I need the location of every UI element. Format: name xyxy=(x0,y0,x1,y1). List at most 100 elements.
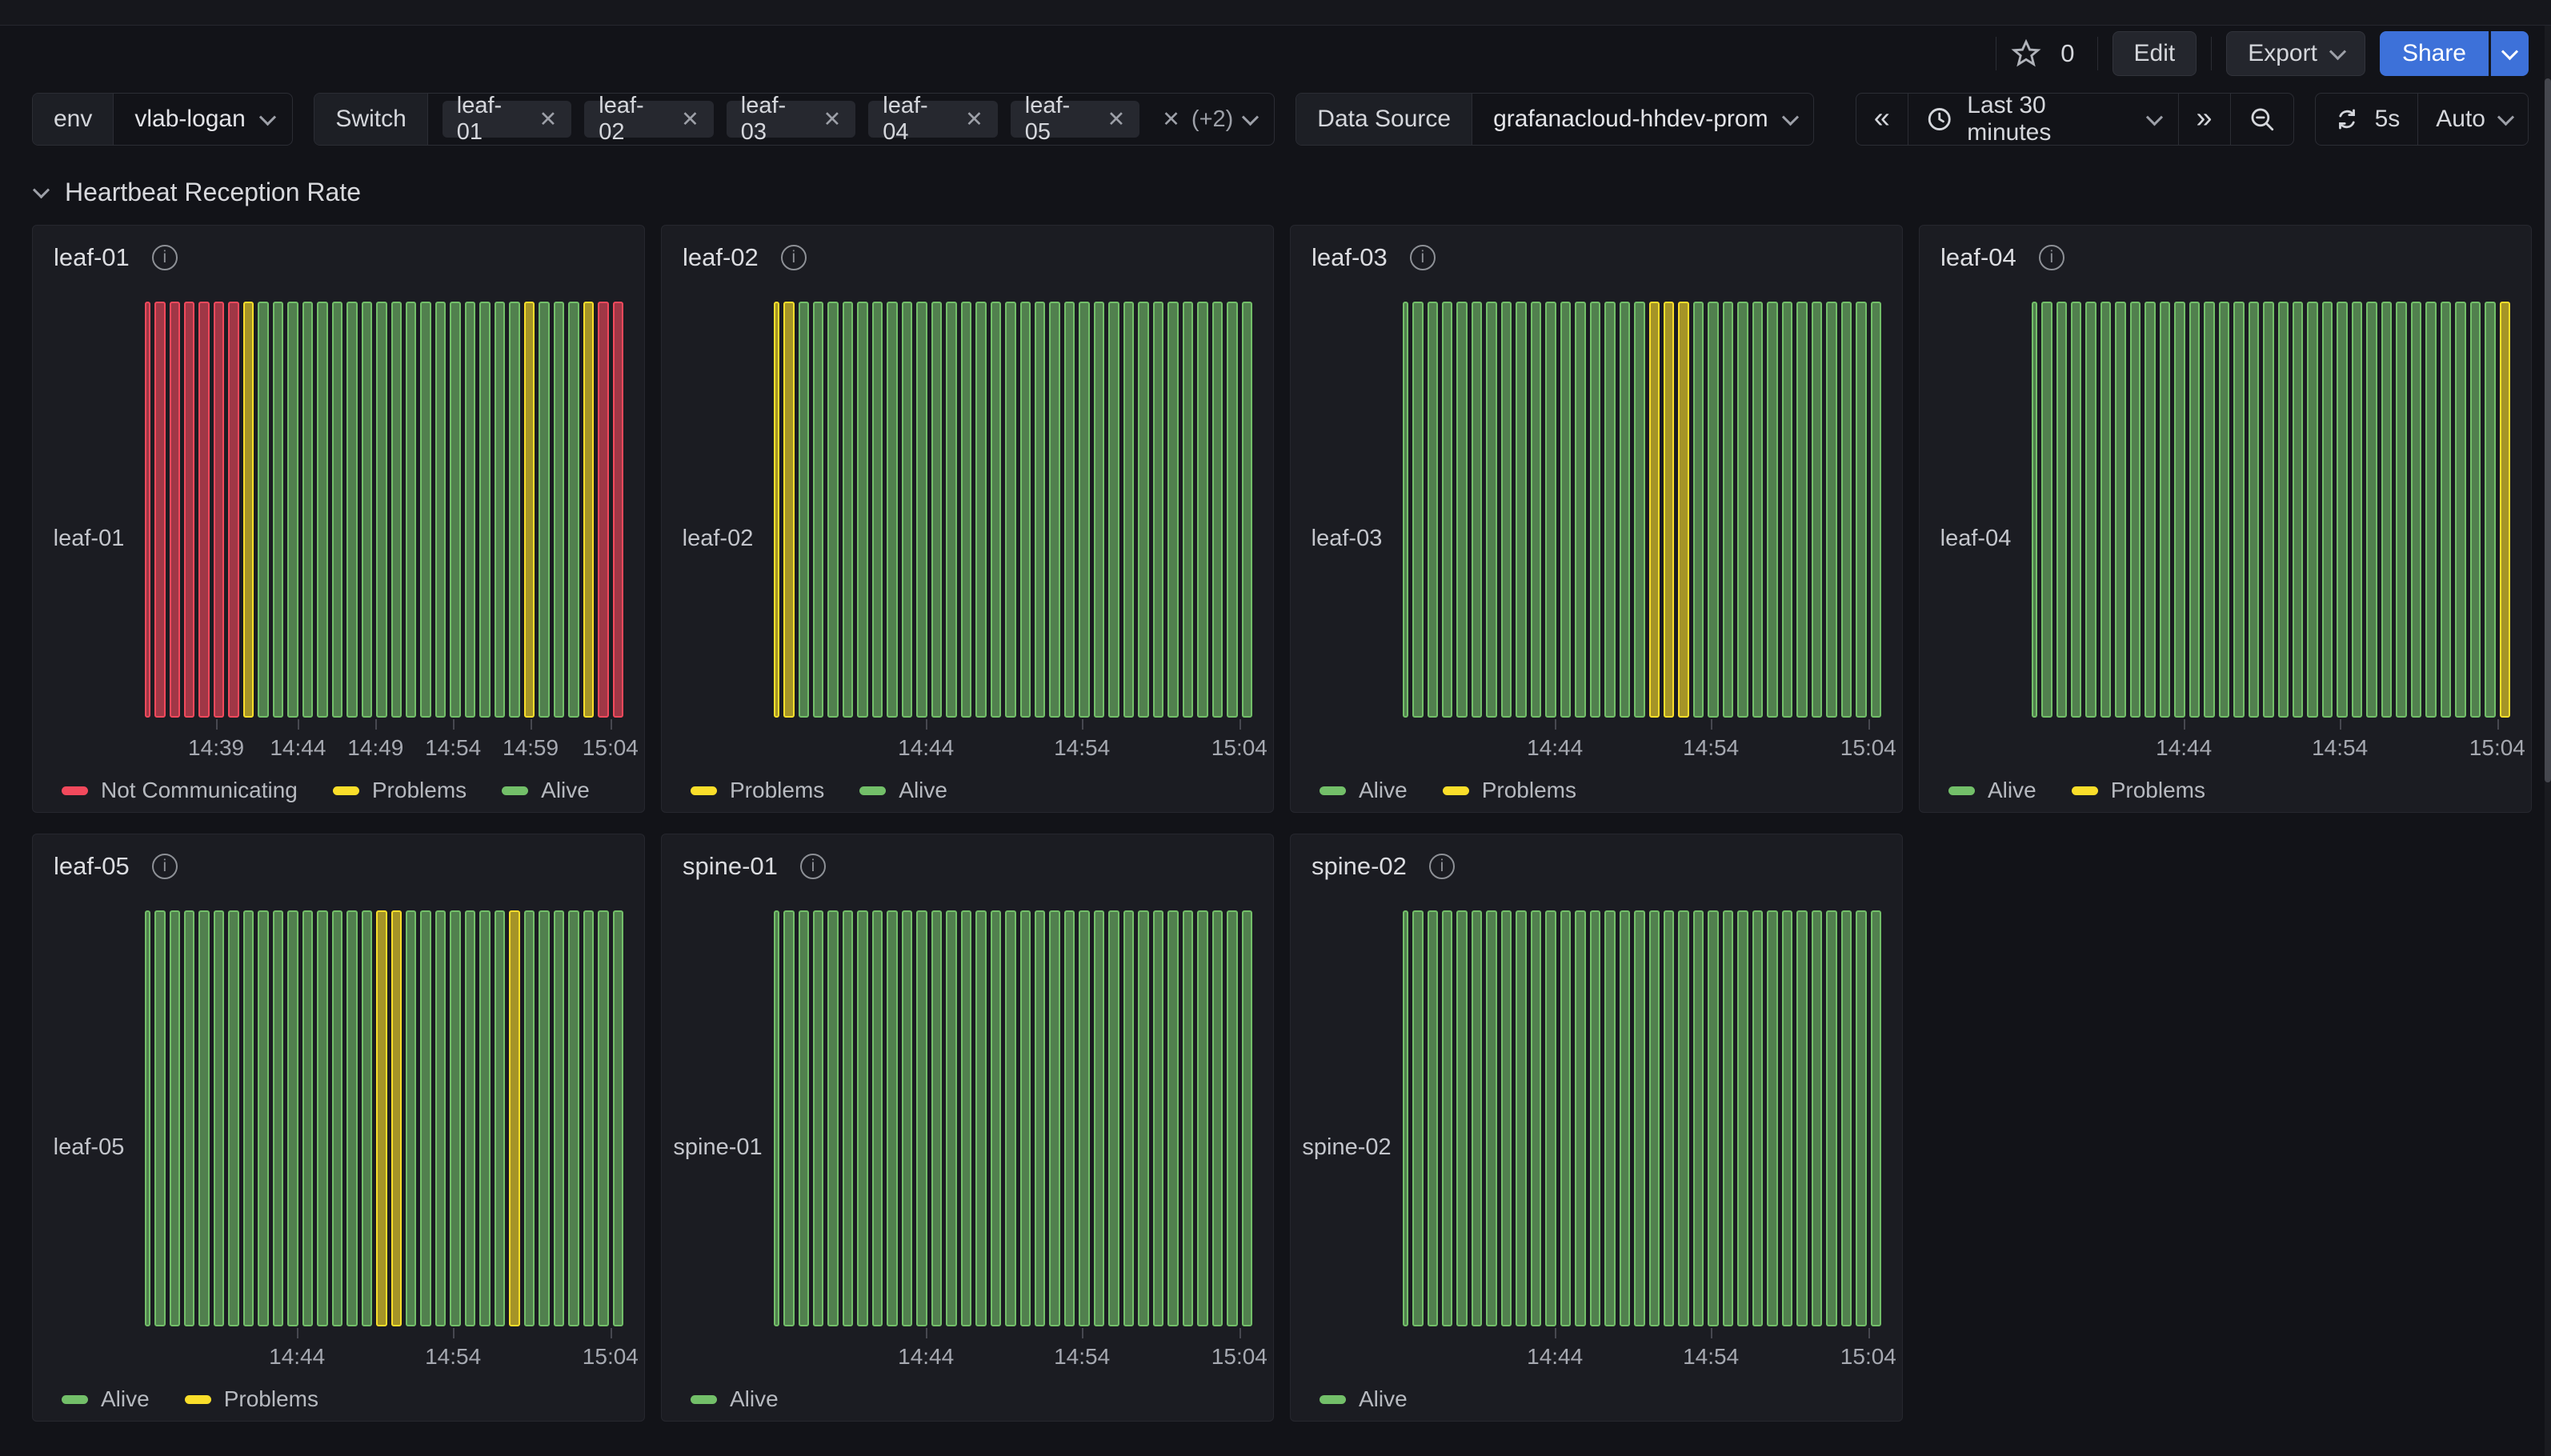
remove-chip-icon[interactable]: ✕ xyxy=(823,106,842,131)
status-bar-alive[interactable] xyxy=(1441,302,1453,718)
status-bar-alive[interactable] xyxy=(1500,302,1512,718)
status-bar-alive[interactable] xyxy=(435,910,447,1326)
status-bar-alive[interactable] xyxy=(317,302,328,718)
status-bar-alive[interactable] xyxy=(406,302,417,718)
status-bar-alive[interactable] xyxy=(1108,302,1119,718)
status-bar-alive[interactable] xyxy=(1752,302,1764,718)
status-bar-alive[interactable] xyxy=(901,910,913,1326)
status-bar-alive[interactable] xyxy=(1722,910,1734,1326)
status-bar-alive[interactable] xyxy=(213,910,225,1326)
status-bar-problems[interactable] xyxy=(2499,302,2511,718)
status-bar-alive[interactable] xyxy=(2129,302,2141,718)
status-bar-alive[interactable] xyxy=(494,910,506,1326)
status-bar-alive[interactable] xyxy=(1412,910,1424,1326)
status-bar-alive[interactable] xyxy=(1604,910,1616,1326)
panel-info-icon[interactable]: i xyxy=(1409,245,1436,270)
status-bar-alive[interactable] xyxy=(2293,302,2304,718)
status-bar-alive[interactable] xyxy=(931,302,943,718)
status-bar-problems[interactable] xyxy=(376,910,387,1326)
status-bar-alive[interactable] xyxy=(2032,302,2038,718)
status-bar-alive[interactable] xyxy=(1471,302,1483,718)
status-bar-alive[interactable] xyxy=(901,302,913,718)
status-bar-alive[interactable] xyxy=(2485,302,2496,718)
dashboard-row-header[interactable]: Heartbeat Reception Rate xyxy=(0,160,2551,214)
status-bar-alive[interactable] xyxy=(1456,302,1468,718)
status-bar-alive[interactable] xyxy=(2041,302,2052,718)
status-bar-alive[interactable] xyxy=(2307,302,2318,718)
status-bar-alive[interactable] xyxy=(1840,302,1852,718)
status-bar-alive[interactable] xyxy=(1123,910,1135,1326)
status-bar-alive[interactable] xyxy=(376,302,387,718)
status-bar-alive[interactable] xyxy=(857,910,868,1326)
status-bar-alive[interactable] xyxy=(1138,910,1149,1326)
status-bar-alive[interactable] xyxy=(1811,910,1823,1326)
status-bar-alive[interactable] xyxy=(1634,302,1645,718)
status-bar-alive[interactable] xyxy=(1019,302,1031,718)
status-bar-alive[interactable] xyxy=(1079,302,1090,718)
status-bar-alive[interactable] xyxy=(1005,910,1016,1326)
status-bar-alive[interactable] xyxy=(612,910,624,1326)
status-bar-alive[interactable] xyxy=(464,302,476,718)
legend-item-alive[interactable]: Alive xyxy=(1320,778,1408,803)
status-bar-alive[interactable] xyxy=(1241,302,1253,718)
status-bar-alive[interactable] xyxy=(1019,910,1031,1326)
status-bar-problems[interactable] xyxy=(783,302,795,718)
status-bar-alive[interactable] xyxy=(568,302,579,718)
legend-item-problems[interactable]: Problems xyxy=(332,778,467,803)
status-bar-alive[interactable] xyxy=(2440,302,2452,718)
status-bar-alive[interactable] xyxy=(1692,302,1704,718)
status-bar-alive[interactable] xyxy=(1093,910,1105,1326)
switch-more-dropdown[interactable]: ✕ (+2) xyxy=(1154,94,1274,145)
status-bar-alive[interactable] xyxy=(1752,910,1764,1326)
refresh-button[interactable]: 5s xyxy=(2316,94,2418,145)
status-bar-alive[interactable] xyxy=(1005,302,1016,718)
status-bar-alive[interactable] xyxy=(169,910,180,1326)
status-bar-alive[interactable] xyxy=(1708,302,1719,718)
status-bar-alive[interactable] xyxy=(2425,302,2437,718)
status-bar-alive[interactable] xyxy=(553,302,565,718)
status-bar-alive[interactable] xyxy=(1108,910,1119,1326)
status-bar-alive[interactable] xyxy=(346,910,358,1326)
remove-chip-icon[interactable]: ✕ xyxy=(681,106,699,131)
legend-item-alive[interactable]: Alive xyxy=(859,778,947,803)
status-bar-alive[interactable] xyxy=(553,910,565,1326)
status-bar-alive[interactable] xyxy=(842,910,854,1326)
status-bar-alive[interactable] xyxy=(1427,302,1438,718)
status-bar-alive[interactable] xyxy=(1575,910,1586,1326)
status-bar-alive[interactable] xyxy=(539,302,550,718)
status-bar-alive[interactable] xyxy=(1589,302,1601,718)
status-bar-not_communicating[interactable] xyxy=(213,302,225,718)
clear-selection-icon[interactable]: ✕ xyxy=(1162,106,1180,131)
status-bar-alive[interactable] xyxy=(946,910,957,1326)
status-bar-alive[interactable] xyxy=(2218,302,2230,718)
legend-item-problems[interactable]: Problems xyxy=(1442,778,1576,803)
status-bar-alive[interactable] xyxy=(774,910,780,1326)
status-bar-alive[interactable] xyxy=(1197,302,1208,718)
status-bar-alive[interactable] xyxy=(1093,302,1105,718)
status-bar-alive[interactable] xyxy=(331,302,343,718)
switch-chip[interactable]: leaf-04 ✕ xyxy=(868,94,998,145)
edit-button[interactable]: Edit xyxy=(2112,31,2197,76)
legend-item-alive[interactable]: Alive xyxy=(691,1386,779,1412)
status-bar-alive[interactable] xyxy=(272,302,284,718)
status-bar-not_communicating[interactable] xyxy=(154,302,166,718)
status-bar-alive[interactable] xyxy=(783,910,795,1326)
status-bar-alive[interactable] xyxy=(2189,302,2201,718)
status-bar-alive[interactable] xyxy=(1781,302,1793,718)
status-bar-alive[interactable] xyxy=(390,302,402,718)
status-bar-problems[interactable] xyxy=(1678,302,1689,718)
status-bar-alive[interactable] xyxy=(975,302,987,718)
status-bar-alive[interactable] xyxy=(183,910,195,1326)
status-bar-alive[interactable] xyxy=(1403,910,1409,1326)
status-bar-alive[interactable] xyxy=(361,910,373,1326)
status-bar-not_communicating[interactable] xyxy=(598,302,609,718)
switch-chip[interactable]: leaf-01 ✕ xyxy=(442,94,572,145)
status-bar-alive[interactable] xyxy=(1486,910,1497,1326)
status-bar-alive[interactable] xyxy=(1722,302,1734,718)
status-bar-alive[interactable] xyxy=(2351,302,2363,718)
status-bar-alive[interactable] xyxy=(887,910,898,1326)
status-bar-alive[interactable] xyxy=(2159,302,2171,718)
status-bar-alive[interactable] xyxy=(2337,302,2348,718)
env-variable-dropdown[interactable]: vlab-logan xyxy=(114,94,292,145)
status-bar-alive[interactable] xyxy=(1796,910,1808,1326)
